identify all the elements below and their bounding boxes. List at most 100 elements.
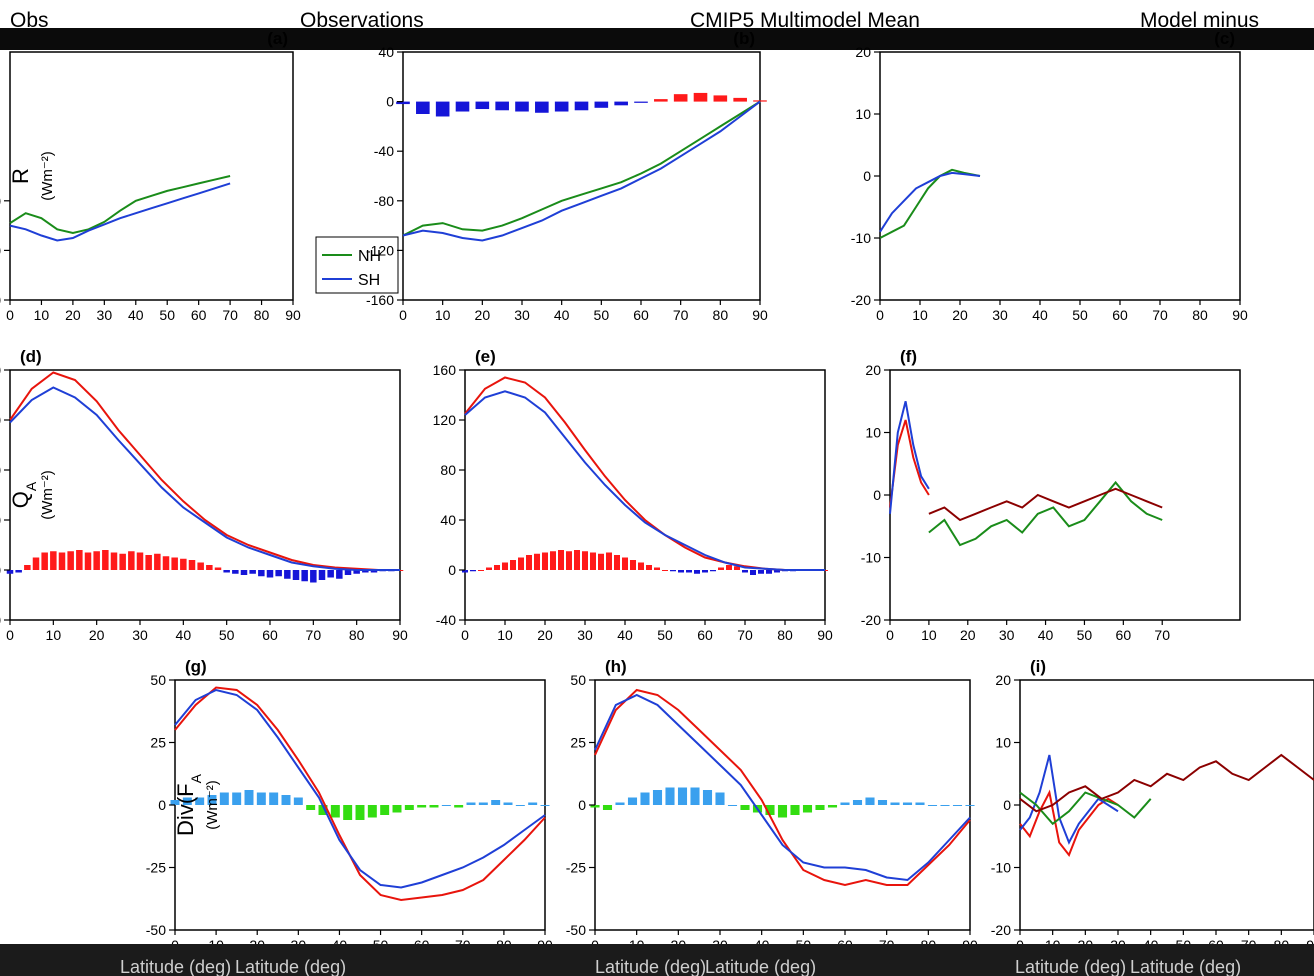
bar [318, 570, 326, 580]
x-axis-label: Latitude (deg) [120, 957, 231, 976]
bar [93, 551, 100, 570]
x-tick-label: 20 [475, 307, 491, 323]
bar [558, 550, 564, 570]
series-line-SH [402, 100, 761, 242]
x-tick-label: 30 [132, 627, 148, 643]
series-line-NH2 [1019, 791, 1152, 826]
bar [154, 553, 161, 570]
x-tick-label: 50 [657, 627, 673, 643]
x-tick-label: 40 [1038, 627, 1054, 643]
bar [694, 570, 700, 574]
bar [6, 570, 14, 574]
bar [715, 792, 725, 805]
y-axis-unit: (Wm⁻²) [39, 151, 56, 201]
legend-entry: SH [358, 272, 380, 289]
panel-label: (i) [1030, 657, 1046, 676]
y-tick-label: 20 [865, 362, 881, 378]
bar [380, 805, 390, 815]
x-tick-label: 50 [219, 627, 235, 643]
x-tick-label: 0 [6, 627, 14, 643]
bar [475, 101, 490, 110]
series-line-NH [174, 686, 546, 902]
bar [733, 97, 747, 102]
bar [240, 570, 248, 575]
bar [634, 101, 648, 103]
bar [640, 792, 650, 805]
y-tick-label: 25 [570, 735, 586, 751]
bar [67, 551, 74, 570]
panel-label: (d) [20, 347, 42, 366]
y-tick-label: 10 [865, 425, 881, 441]
panel-label: (a) [267, 29, 288, 48]
y-axis-unit: (Wm⁻²) [39, 470, 56, 520]
y-tick-label: -50 [146, 922, 166, 938]
header-band [0, 28, 1314, 50]
bar [566, 551, 572, 570]
bar [582, 551, 588, 570]
bar [614, 101, 628, 106]
series-line-NH2 [928, 480, 1163, 547]
x-tick-label: 0 [876, 307, 884, 323]
y-tick-label: -25 [566, 860, 586, 876]
series-line-NH [879, 168, 981, 239]
bar [301, 570, 308, 582]
bar [654, 99, 668, 102]
bar [41, 552, 48, 570]
bar [590, 805, 600, 808]
y-tick-label: -20 [991, 922, 1011, 938]
bar [614, 555, 620, 570]
bar [50, 551, 57, 570]
x-tick-label: 70 [737, 627, 753, 643]
bar [766, 570, 772, 574]
bar [802, 805, 813, 813]
x-tick-label: 30 [999, 627, 1015, 643]
x-tick-label: 0 [6, 307, 14, 323]
x-tick-label: 20 [65, 307, 81, 323]
x-tick-label: 30 [992, 307, 1008, 323]
series-line-NH [402, 100, 761, 237]
bar [890, 802, 900, 805]
y-tick-label: -80 [0, 193, 1, 209]
y-tick-label: 25 [150, 735, 166, 751]
legend-box [315, 236, 399, 294]
x-tick-label: 80 [254, 307, 270, 323]
x-tick-label: 70 [673, 307, 689, 323]
y-tick-label: -50 [566, 922, 586, 938]
bar [145, 555, 152, 570]
bar [281, 795, 291, 805]
x-tick-label: 90 [392, 627, 408, 643]
x-tick-label: 70 [306, 627, 322, 643]
bar [392, 805, 402, 813]
series-line-SH [879, 171, 981, 233]
bar [574, 101, 589, 111]
bar [727, 805, 738, 806]
x-tick-label: 20 [537, 627, 553, 643]
y-tick-label: -25 [146, 860, 166, 876]
bar [877, 800, 888, 805]
bar [646, 565, 652, 570]
series-line-NH [594, 688, 971, 887]
bar [627, 797, 638, 805]
panel-b: -160 -120 -80 -40 0 40 0 10 20 30 40 50 60 70 80 90 (b) [366, 29, 768, 323]
y-tick-label: 10 [855, 106, 871, 122]
x-tick-label: 60 [697, 627, 713, 643]
bar [466, 802, 476, 805]
x-tick-label: 50 [159, 307, 175, 323]
bar [275, 570, 282, 577]
y-tick-label: -40 [436, 612, 456, 628]
bar [550, 551, 556, 570]
bar [244, 790, 254, 805]
x-tick-label: 0 [886, 627, 894, 643]
y-tick-label: 0 [448, 562, 456, 578]
bar [686, 570, 692, 573]
series-line-NH [464, 376, 825, 571]
y-tick-label: -120 [0, 242, 1, 258]
y-tick-label: 0 [863, 168, 871, 184]
bar [197, 562, 204, 570]
panel-label: (c) [1214, 29, 1235, 48]
x-tick-label: 60 [262, 627, 278, 643]
y-tick-label: 50 [150, 672, 166, 688]
x-tick-label: 50 [594, 307, 610, 323]
series-line-SH [1019, 754, 1119, 845]
x-tick-label: 60 [633, 307, 649, 323]
